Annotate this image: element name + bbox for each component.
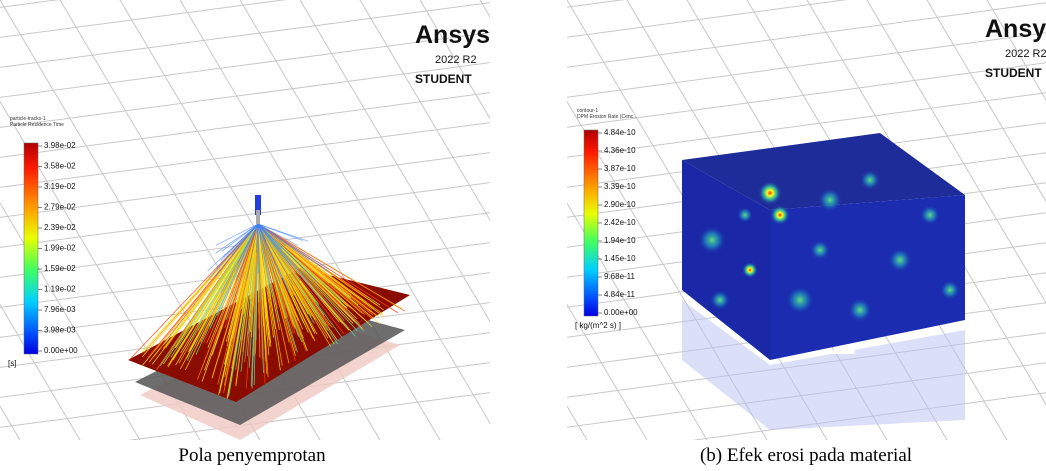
grid-line [420,0,680,440]
colorbar-label: 3.98e-03 [44,326,76,335]
colorbar-label: 3.98e-02 [44,141,76,150]
version: 2022 R2 [435,54,477,66]
erosion-spot [710,290,730,310]
erosion-spot [940,280,960,300]
grid-line [547,0,1046,10]
box-scene [682,133,965,430]
version: 2022 R2 [1005,48,1046,60]
colorbar [584,130,598,316]
legend-title: DPM Erosion Rate (Cenc... [577,114,637,120]
erosion-spot [810,240,830,260]
colorbar-label: 1.59e-02 [44,264,76,273]
colorbar [24,143,38,354]
caption: (b) Efek erosi pada material [700,445,912,466]
erosion-spot [920,205,940,225]
grid-line [547,30,1046,100]
colorbar-label: 4.84e-10 [604,128,636,137]
logo: Ansys [415,21,490,49]
edition: STUDENT [415,72,472,86]
colorbar-label: 1.94e-10 [604,236,636,245]
grid-line [327,0,587,440]
colorbar-label: 3.19e-02 [44,182,76,191]
colorbar-label: 3.58e-02 [44,162,76,171]
grid-line [0,0,510,10]
edition: STUDENT [985,66,1042,80]
colorbar-label: 2.39e-02 [44,223,76,232]
erosion-spot [848,298,872,322]
erosion-spot [742,262,758,278]
legend-title: Particle Residence Time [10,122,64,128]
erosion-spot [818,188,842,212]
colorbar-label: 2.90e-10 [604,200,636,209]
colorbar-label: 0.00e+00 [604,308,638,317]
figure: Ansys2022 R2STUDENTparticle-tracks-1Part… [0,0,1046,471]
colorbar-label: 2.79e-02 [44,203,76,212]
colorbar-label: 1.99e-02 [44,244,76,253]
colorbar-label: 3.39e-10 [604,182,636,191]
grid-line [547,0,1046,40]
colorbar-label: 2.42e-10 [604,218,636,227]
colorbar-label: 3.87e-10 [604,164,636,173]
colorbar-label: 0.00e+00 [44,346,78,355]
colorbar-label: 9.68e-11 [604,272,636,281]
colorbar-label: 1.19e-02 [44,285,76,294]
colorbar-label: 4.84e-11 [604,290,636,299]
erosion-spot [758,181,782,205]
grid-line [0,60,510,130]
spray-scene [128,195,410,440]
logo: Ansys [985,15,1046,43]
caption: Pola penyemprotan [178,445,326,466]
colorbar-label: 7.96e-03 [44,305,76,314]
erosion-spot [888,248,912,272]
erosion-spot [737,207,753,223]
erosion-spot [770,205,790,225]
colorbar-label: 1.45e-10 [604,254,636,263]
erosion-spot [786,286,814,314]
colorbar-label: 4.36e-10 [604,146,636,155]
grid-line [360,0,620,440]
grid-line [0,0,107,440]
erosion-spot [860,170,880,190]
colorbar-unit: [s] [8,359,16,368]
grid-line [547,0,1046,70]
erosion-spot [698,226,726,254]
grid-line [0,120,510,190]
colorbar-unit: [ kg/(m^2 s) ] [575,321,621,330]
